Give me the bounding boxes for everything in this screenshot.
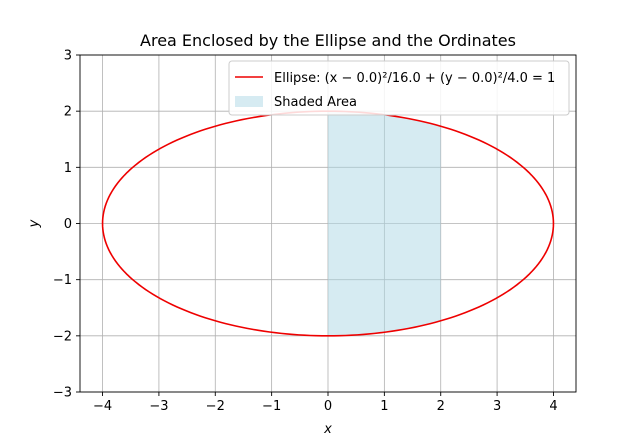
- y-tick-label-3: 0: [64, 217, 72, 232]
- y-axis-ticks: −3 −2 −1 0 1 2 3: [53, 49, 80, 401]
- y-tick-label-4: 1: [64, 161, 72, 176]
- x-tick-label-1: −3: [149, 399, 168, 414]
- legend-ellipse-label: Ellipse: (x − 0.0)²/16.0 + (y − 0.0)²/4.…: [274, 71, 555, 86]
- x-axis-ticks: −4 −3 −2 −1 0 1 2 3 4: [93, 392, 558, 414]
- chart-title: Area Enclosed by the Ellipse and the Ord…: [140, 31, 516, 50]
- y-tick-label-5: 2: [64, 105, 72, 120]
- shaded-area-region: [328, 111, 441, 336]
- legend-shaded-swatch: [235, 96, 263, 107]
- x-tick-label-7: 3: [493, 399, 501, 414]
- y-tick-label-0: −3: [53, 386, 72, 401]
- x-tick-label-6: 2: [437, 399, 445, 414]
- legend-shaded-label: Shaded Area: [274, 95, 357, 110]
- x-tick-label-4: 0: [324, 399, 332, 414]
- legend: Ellipse: (x − 0.0)²/16.0 + (y − 0.0)²/4.…: [228, 60, 570, 116]
- x-tick-label-5: 1: [380, 399, 388, 414]
- y-tick-label-1: −2: [53, 329, 72, 344]
- x-tick-label-3: −1: [262, 399, 281, 414]
- x-tick-label-0: −4: [93, 399, 112, 414]
- x-tick-label-8: 4: [549, 399, 557, 414]
- y-tick-label-2: −1: [53, 273, 72, 288]
- x-axis-label: x: [323, 422, 332, 437]
- legend-box: [228, 60, 570, 116]
- y-tick-label-6: 3: [64, 49, 72, 64]
- y-axis-label: y: [27, 219, 42, 228]
- ellipse-curve: [101, 110, 555, 337]
- x-tick-label-2: −2: [206, 399, 225, 414]
